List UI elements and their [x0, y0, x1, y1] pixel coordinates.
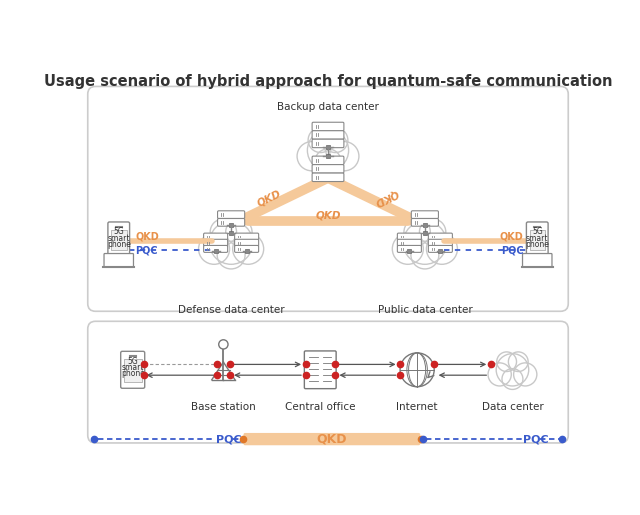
Circle shape — [198, 233, 230, 264]
FancyBboxPatch shape — [428, 233, 452, 240]
FancyBboxPatch shape — [235, 233, 259, 240]
Circle shape — [219, 340, 228, 349]
Text: QKD: QKD — [500, 232, 524, 242]
Circle shape — [404, 219, 430, 245]
Circle shape — [403, 221, 447, 264]
Bar — [438, 249, 442, 253]
Text: smart: smart — [108, 234, 130, 243]
FancyBboxPatch shape — [235, 239, 259, 246]
Circle shape — [419, 219, 446, 245]
FancyBboxPatch shape — [397, 246, 421, 252]
Bar — [529, 230, 545, 250]
Bar — [229, 223, 233, 227]
FancyBboxPatch shape — [312, 156, 344, 165]
Circle shape — [502, 369, 523, 389]
Bar — [244, 249, 248, 253]
FancyBboxPatch shape — [88, 87, 568, 311]
Circle shape — [209, 221, 253, 264]
Bar — [229, 231, 233, 235]
FancyBboxPatch shape — [412, 211, 438, 218]
FancyBboxPatch shape — [305, 351, 336, 389]
Circle shape — [411, 241, 439, 269]
Text: smart: smart — [526, 234, 548, 243]
FancyBboxPatch shape — [312, 139, 344, 148]
Text: 5G: 5G — [532, 227, 543, 236]
FancyBboxPatch shape — [204, 233, 228, 240]
Text: 5G: 5G — [127, 357, 138, 366]
Circle shape — [496, 354, 529, 386]
FancyBboxPatch shape — [428, 246, 452, 252]
FancyBboxPatch shape — [235, 246, 259, 252]
Circle shape — [392, 233, 423, 264]
Circle shape — [217, 241, 245, 269]
Text: phone: phone — [107, 240, 131, 249]
Circle shape — [297, 142, 326, 171]
Bar — [124, 359, 141, 382]
FancyBboxPatch shape — [104, 253, 134, 267]
FancyBboxPatch shape — [88, 321, 568, 443]
Circle shape — [233, 233, 264, 264]
Text: QKD: QKD — [373, 188, 400, 208]
Circle shape — [497, 352, 516, 371]
FancyBboxPatch shape — [121, 351, 145, 388]
Circle shape — [488, 363, 511, 386]
Bar — [423, 223, 427, 227]
Circle shape — [514, 363, 537, 386]
FancyBboxPatch shape — [108, 222, 129, 256]
Text: Data center: Data center — [481, 402, 543, 412]
Circle shape — [426, 233, 458, 264]
FancyBboxPatch shape — [204, 246, 228, 252]
Bar — [408, 249, 412, 253]
FancyBboxPatch shape — [527, 222, 548, 256]
Bar — [214, 249, 218, 253]
Circle shape — [315, 149, 341, 175]
FancyBboxPatch shape — [397, 233, 421, 240]
Text: Internet: Internet — [396, 402, 438, 412]
FancyBboxPatch shape — [218, 211, 244, 218]
Text: phone: phone — [121, 369, 145, 378]
Circle shape — [226, 219, 252, 245]
Text: Usage scenario of hybrid approach for quantum-safe communication: Usage scenario of hybrid approach for qu… — [44, 74, 612, 89]
Text: Defense data center: Defense data center — [178, 305, 284, 315]
Text: Base station: Base station — [191, 402, 256, 412]
Text: QKD: QKD — [316, 210, 340, 220]
FancyBboxPatch shape — [218, 218, 244, 226]
Bar — [326, 145, 330, 149]
Text: PQC: PQC — [524, 434, 549, 444]
FancyBboxPatch shape — [244, 433, 420, 445]
Text: Public data center: Public data center — [378, 305, 472, 315]
Circle shape — [508, 352, 528, 371]
Text: smart: smart — [122, 363, 144, 372]
FancyBboxPatch shape — [412, 218, 438, 226]
FancyBboxPatch shape — [312, 165, 344, 173]
Bar — [326, 154, 330, 158]
Circle shape — [330, 142, 359, 171]
Text: QKD: QKD — [135, 232, 159, 242]
Text: Backup data center: Backup data center — [277, 102, 379, 112]
Text: 5G: 5G — [113, 227, 124, 236]
FancyBboxPatch shape — [204, 239, 228, 246]
FancyBboxPatch shape — [397, 239, 421, 246]
Circle shape — [308, 128, 333, 152]
Text: PQC: PQC — [216, 434, 241, 444]
Text: phone: phone — [525, 240, 549, 249]
FancyBboxPatch shape — [428, 239, 452, 246]
Text: PQC: PQC — [500, 246, 524, 255]
Bar — [111, 230, 127, 250]
Bar — [423, 231, 427, 235]
Circle shape — [307, 130, 349, 171]
Text: PQC: PQC — [135, 246, 157, 255]
Text: Central office: Central office — [285, 402, 355, 412]
Text: QKD: QKD — [317, 433, 347, 445]
Text: QKD: QKD — [256, 188, 283, 208]
FancyBboxPatch shape — [312, 122, 344, 131]
FancyBboxPatch shape — [312, 131, 344, 139]
FancyBboxPatch shape — [312, 173, 344, 181]
Circle shape — [210, 219, 237, 245]
FancyBboxPatch shape — [522, 253, 552, 267]
Circle shape — [400, 353, 434, 387]
Circle shape — [323, 128, 348, 152]
